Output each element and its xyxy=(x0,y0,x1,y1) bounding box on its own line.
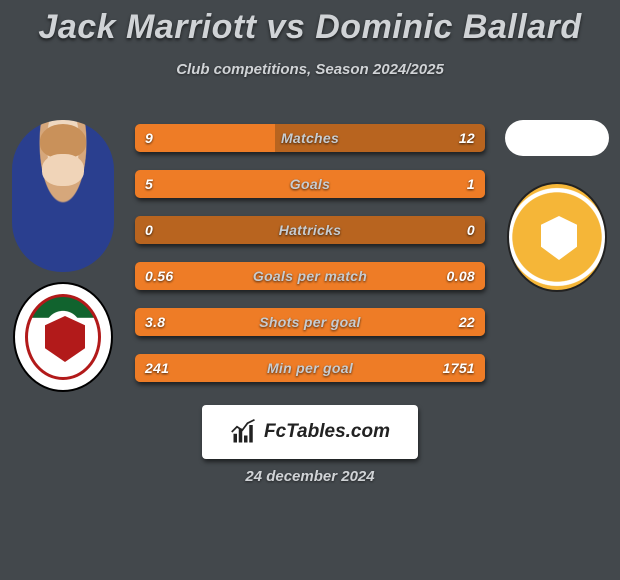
stat-label: Shots per goal xyxy=(135,308,485,336)
stat-row: 3.8Shots per goal22 xyxy=(135,308,485,336)
stat-label: Goals per match xyxy=(135,262,485,290)
stat-right-value: 0.08 xyxy=(447,262,475,290)
stat-right-value: 12 xyxy=(459,124,475,152)
stat-right-value: 22 xyxy=(459,308,475,336)
branding-label: FcTables.com xyxy=(264,421,390,443)
comparison-subtitle: Club competitions, Season 2024/2025 xyxy=(0,61,620,78)
right-club-badge xyxy=(507,182,607,292)
stats-bars: 9Matches12 5Goals1 0Hattricks0 0.56Goals pe… xyxy=(135,124,485,400)
left-column xyxy=(8,120,118,392)
comparison-date: 24 december 2024 xyxy=(0,468,620,485)
stat-right-value: 0 xyxy=(467,216,475,244)
right-player-avatar xyxy=(505,120,609,156)
left-club-badge xyxy=(13,282,113,392)
branding-badge: FcTables.com xyxy=(202,405,418,459)
stat-row: 0Hattricks0 xyxy=(135,216,485,244)
stat-label: Matches xyxy=(135,124,485,152)
stat-row: 5Goals1 xyxy=(135,170,485,198)
stat-row: 0.56Goals per match0.08 xyxy=(135,262,485,290)
right-column xyxy=(502,120,612,292)
stat-right-value: 1 xyxy=(467,170,475,198)
chart-icon xyxy=(230,418,258,446)
left-player-avatar xyxy=(12,120,114,272)
comparison-title: Jack Marriott vs Dominic Ballard xyxy=(0,0,620,47)
stat-row: 241Min per goal1751 xyxy=(135,354,485,382)
stat-label: Goals xyxy=(135,170,485,198)
stat-label: Hattricks xyxy=(135,216,485,244)
stat-right-value: 1751 xyxy=(443,354,475,382)
stat-label: Min per goal xyxy=(135,354,485,382)
stat-row: 9Matches12 xyxy=(135,124,485,152)
